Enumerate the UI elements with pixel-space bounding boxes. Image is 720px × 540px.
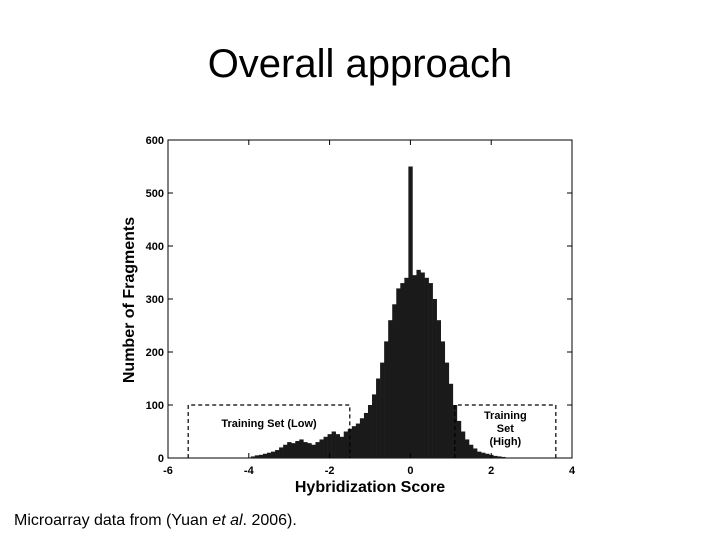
- x-tick-label: -6: [163, 465, 173, 477]
- histogram-bar: [372, 394, 377, 458]
- histogram-bar: [473, 448, 478, 458]
- histogram-bar: [299, 439, 304, 458]
- figure-caption: Microarray data from (Yuan et al. 2006).: [14, 512, 297, 530]
- histogram-bar: [279, 447, 284, 458]
- histogram-bar: [424, 277, 429, 458]
- histogram-bar: [440, 341, 446, 458]
- histogram-bar: [468, 444, 474, 458]
- histogram-bar: [408, 166, 413, 458]
- histogram-bar: [283, 444, 288, 458]
- training-set-high-label: Training Set (High): [484, 410, 527, 448]
- histogram-bar: [323, 436, 328, 458]
- histogram-bar: [481, 452, 486, 458]
- histogram-bar: [311, 444, 316, 458]
- histogram-bar: [416, 269, 421, 458]
- axis-ticks: -6 -4 -2 0 2 4 0 100 200 300 400 500 600: [146, 135, 576, 477]
- caption-prefix: Microarray data from (Yuan: [14, 512, 213, 529]
- y-tick-label: 200: [146, 347, 164, 359]
- histogram-bar: [359, 418, 365, 458]
- histogram-bar: [392, 304, 397, 458]
- histogram-bar: [497, 456, 502, 458]
- caption-et-al: et al: [212, 512, 243, 529]
- training-set-annotations: Training Set (Low) Training Set (High): [187, 404, 557, 458]
- histogram-bar: [456, 420, 462, 458]
- histogram-bar: [432, 299, 437, 458]
- histogram-bar: [254, 455, 260, 458]
- histogram-bar: [295, 441, 300, 458]
- histogram-figure: -6 -4 -2 0 2 4 0 100 200 300 400 500 600 Training Se…: [110, 128, 590, 498]
- histogram-bar: [452, 405, 458, 458]
- histogram-bar: [327, 434, 332, 458]
- histogram-bar: [367, 405, 373, 458]
- y-tick-label: 600: [146, 135, 164, 147]
- y-tick-label: 0: [158, 453, 164, 465]
- y-tick-label: 400: [146, 241, 164, 253]
- histogram-bar: [493, 455, 498, 458]
- histogram-bar: [315, 442, 320, 458]
- training-set-low-label: Training Set (Low): [221, 418, 317, 430]
- histogram-bar: [400, 283, 405, 458]
- histogram-bar: [287, 442, 292, 458]
- histogram-bar: [380, 362, 385, 458]
- histogram-bar: [363, 412, 369, 458]
- y-axis-label: Number of Fragments: [121, 217, 138, 383]
- histogram-bar: [331, 431, 336, 458]
- histogram-bar: [335, 434, 340, 458]
- histogram-bar: [339, 436, 345, 458]
- histogram-bar: [319, 439, 324, 458]
- y-tick-label: 100: [146, 400, 164, 412]
- histogram-bar: [404, 277, 409, 458]
- x-tick-label: -2: [325, 465, 335, 477]
- histogram-bar: [464, 439, 470, 458]
- histogram-bar: [428, 283, 433, 458]
- histogram-bar: [291, 443, 296, 458]
- histogram-bar: [485, 453, 490, 458]
- histogram-bar: [477, 451, 482, 458]
- training-set-low-box: [187, 404, 351, 458]
- histogram-bar: [303, 442, 308, 458]
- histogram-bar: [436, 320, 441, 458]
- histogram-bar: [460, 431, 466, 458]
- histogram-bar: [501, 456, 506, 458]
- histogram-bar: [351, 426, 357, 458]
- histogram-bar: [258, 454, 264, 458]
- histogram-bar: [307, 443, 312, 458]
- histogram-bar: [384, 341, 389, 458]
- histogram-bar: [275, 450, 280, 458]
- x-tick-label: 0: [407, 465, 413, 477]
- histogram-bar: [262, 453, 268, 458]
- histogram-bar: [376, 378, 381, 458]
- histogram-bar: [343, 431, 349, 458]
- histogram-bar: [448, 383, 454, 458]
- histogram-bar: [505, 457, 510, 458]
- x-tick-label: 4: [569, 465, 576, 477]
- y-tick-label: 300: [146, 294, 164, 306]
- slide-title: Overall approach: [207, 42, 513, 86]
- y-tick-label: 500: [146, 188, 164, 200]
- histogram-bar: [420, 272, 425, 458]
- x-axis-label: Hybridization Score: [295, 479, 445, 496]
- histogram-bar: [444, 362, 450, 458]
- histogram-bar: [250, 456, 256, 458]
- histogram-bar: [266, 452, 272, 458]
- histogram-bar: [396, 288, 401, 458]
- caption-suffix: . 2006).: [242, 512, 297, 529]
- histogram-bar: [388, 320, 393, 458]
- histogram-bar: [271, 451, 276, 458]
- x-tick-label: 2: [488, 465, 494, 477]
- x-tick-label: -4: [244, 465, 255, 477]
- histogram-chart: -6 -4 -2 0 2 4 0 100 200 300 400 500 600 Training Se…: [121, 135, 576, 496]
- histogram-bar: [412, 275, 417, 458]
- histogram-bar: [355, 423, 361, 458]
